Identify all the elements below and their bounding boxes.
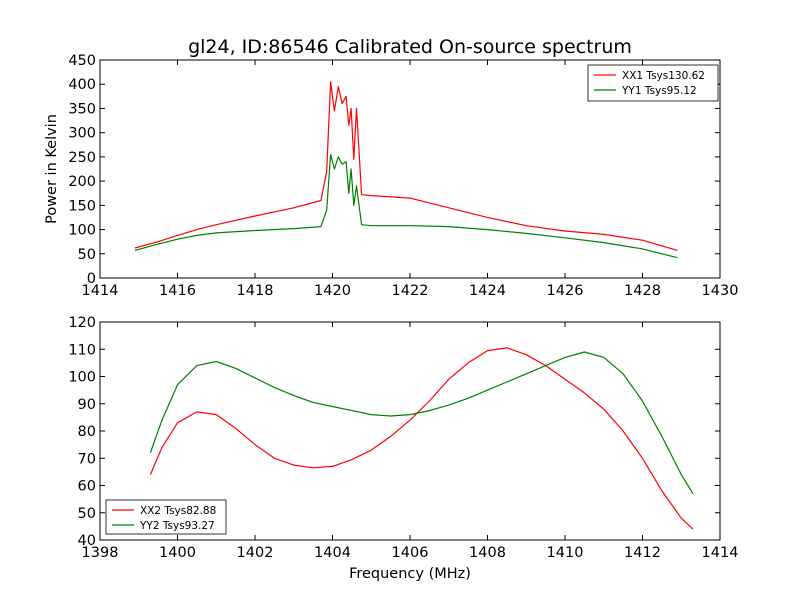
x-tick-label: 1406 (392, 545, 429, 561)
y-tick-label: 450 (68, 53, 96, 69)
x-tick-label: 1430 (702, 283, 739, 299)
x-tick-label: 1400 (159, 545, 196, 561)
legend-label-2: YY1 Tsys95.12 (621, 85, 697, 97)
y-tick-label: 110 (68, 342, 96, 358)
x-tick-label: 1416 (159, 283, 196, 299)
x-tick-label: 1412 (624, 545, 661, 561)
y-tick-label: 120 (68, 315, 96, 331)
series-line-1 (149, 347, 694, 530)
x-tick-label: 1424 (469, 283, 506, 299)
series-line-2 (149, 351, 694, 495)
y-tick-label: 200 (68, 174, 96, 190)
y-tick-label: 80 (78, 424, 96, 440)
y-tick-label: 70 (78, 451, 96, 467)
y-tick-label: 100 (68, 370, 96, 386)
legend-label-1: XX2 Tsys82.88 (140, 505, 216, 517)
x-tick-label: 1402 (237, 545, 274, 561)
x-tick-label: 1410 (547, 545, 584, 561)
legend-box (105, 499, 227, 535)
x-tick-label: 1398 (82, 545, 119, 561)
top-panel: 1414 1416 1418 1420 1422 1424 1426 1428 1430 0 50 1… (44, 53, 738, 299)
x-tick-label: 1422 (392, 283, 429, 299)
y-tick-label: 40 (78, 533, 96, 549)
x-tick-label: 1414 (82, 283, 119, 299)
chart-title: gl24, ID:86546 Calibrated On-source spec… (188, 36, 632, 58)
x-tick-label: 1404 (314, 545, 351, 561)
legend-label-1: XX1 Tsys130.62 (622, 70, 705, 82)
y-tick-label: 60 (78, 479, 96, 495)
x-tick-label: 1414 (702, 545, 739, 561)
y-tick-label: 50 (78, 247, 96, 263)
x-tick-label: 1420 (314, 283, 351, 299)
legend-label-2: YY2 Tsys93.27 (139, 520, 215, 532)
series-line-2 (134, 153, 678, 259)
x-tick-label: 1408 (469, 545, 506, 561)
x-tick-label: 1428 (624, 283, 661, 299)
y-tick-label: 50 (78, 506, 96, 522)
y-tick-label: 350 (68, 101, 96, 117)
y-tick-label: 0 (87, 271, 96, 287)
y-tick-label: 90 (78, 397, 96, 413)
y-axis-label: Power in Kelvin (44, 114, 60, 224)
y-tick-label: 400 (68, 77, 96, 93)
bottom-panel: 1398 1400 1402 1404 1406 1408 1410 1412 1414 40 50… (68, 315, 738, 582)
x-axis-label: Frequency (MHz) (349, 566, 471, 582)
x-tick-label: 1426 (547, 283, 584, 299)
x-tick-label: 1418 (237, 283, 274, 299)
y-tick-label: 100 (68, 223, 96, 239)
y-tick-label: 250 (68, 150, 96, 166)
y-tick-label: 150 (68, 198, 96, 214)
series-line-1 (134, 81, 678, 251)
legend-box (587, 64, 719, 102)
y-tick-label: 300 (68, 126, 96, 142)
